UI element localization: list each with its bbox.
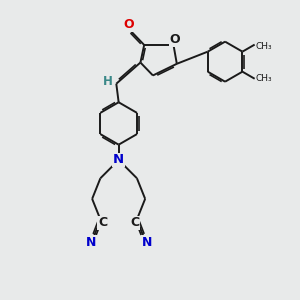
Text: CH₃: CH₃ [256,42,272,51]
Text: N: N [113,154,124,166]
Text: N: N [85,236,96,249]
Text: C: C [98,217,107,230]
Text: CH₃: CH₃ [256,74,272,83]
Text: O: O [170,33,180,46]
Text: H: H [103,75,112,88]
Text: O: O [124,18,134,31]
Text: N: N [141,236,152,249]
Text: C: C [130,217,139,230]
